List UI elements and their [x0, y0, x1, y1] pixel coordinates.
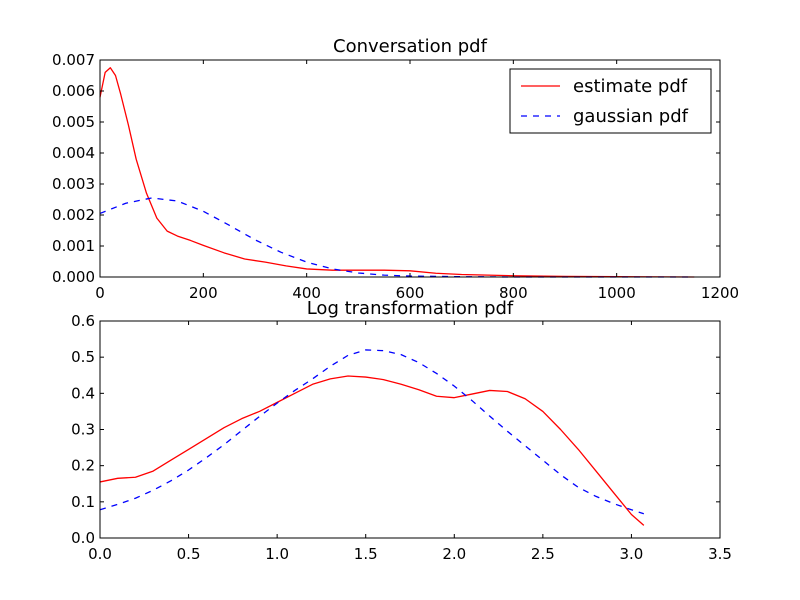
log-transformation-pdf-xtick-label: 3.0: [619, 545, 643, 563]
log-transformation-pdf-gaussian-pdf-line: [99, 349, 645, 515]
conversation-pdf-xtick-label: 800: [499, 284, 528, 302]
conversation-pdf-plot: Conversation pdf 0 200 400 600 800 1000 1200 0.…: [52, 36, 739, 302]
legend-estimate-label: estimate pdf: [573, 76, 688, 97]
log-transformation-pdf-xtick-label: 2.5: [531, 545, 555, 563]
conversation-pdf-ytick-label: 0.004: [52, 144, 95, 162]
conversation-pdf-title: Conversation pdf: [333, 36, 488, 57]
conversation-pdf-xtick-label: 200: [189, 284, 218, 302]
conversation-pdf-ytick-label: 0.002: [52, 206, 95, 224]
log-transformation-pdf-plot: Log transformation pdf 0.0 0.5 1.0 1.5 2.0 2.…: [71, 298, 732, 563]
log-transformation-pdf-ytick-label: 0.6: [71, 312, 95, 330]
conversation-pdf-xtick-label: 1000: [598, 284, 636, 302]
conversation-pdf-ticks: 0 200 400 600 800 1000 1200 0.000 0.001 0.002 0.00…: [52, 51, 739, 302]
log-transformation-pdf-ytick-label: 0.1: [71, 493, 95, 511]
log-transformation-pdf-ytick-label: 0.4: [71, 384, 95, 402]
log-transformation-pdf-estimate-pdf-line: [99, 375, 645, 526]
conversation-pdf-xtick-label: 400: [292, 284, 321, 302]
log-transformation-pdf-ytick-label: 0.5: [71, 348, 95, 366]
conversation-pdf-frame: [99, 59, 721, 278]
conversation-pdf-ytick-label: 0.005: [52, 113, 95, 131]
conversation-pdf-lines: [99, 67, 695, 278]
log-transformation-pdf-xtick-label: 0.0: [88, 545, 112, 563]
legend-gaussian-label: gaussian pdf: [573, 106, 689, 127]
conversation-pdf-xtick-label: 0: [95, 284, 105, 302]
conversation-pdf-ytick-label: 0.006: [52, 82, 95, 100]
conversation-pdf-ytick-label: 0.003: [52, 175, 95, 193]
conversation-pdf-ytick-label: 0.000: [52, 268, 95, 286]
conversation-pdf-xtick-label: 1200: [701, 284, 739, 302]
log-transformation-pdf-lines: [99, 349, 645, 526]
log-transformation-pdf-xtick-label: 1.5: [354, 545, 378, 563]
conversation-pdf-xtick-label: 600: [396, 284, 425, 302]
conversation-pdf-estimate-pdf-line: [99, 67, 695, 278]
log-transformation-pdf-xtick-label: 2.0: [442, 545, 466, 563]
log-transformation-pdf-xtick-label: 1.0: [265, 545, 289, 563]
legend-box: [509, 68, 712, 134]
log-transformation-pdf-ytick-label: 0.0: [71, 529, 95, 547]
log-transformation-pdf-ytick-label: 0.3: [71, 421, 95, 439]
conversation-pdf-gaussian-pdf-line: [99, 197, 695, 278]
legend: estimate pdf gaussian pdf: [509, 68, 712, 134]
log-transformation-pdf-xtick-label: 0.5: [177, 545, 201, 563]
log-transformation-pdf-ytick-label: 0.2: [71, 457, 95, 475]
log-transformation-pdf-frame: [99, 320, 721, 539]
conversation-pdf-ytick-label: 0.001: [52, 237, 95, 255]
log-transformation-pdf-ticks: 0.0 0.5 1.0 1.5 2.0 2.5 3.0 3.5 0.0 0.1 0.2 0.3 0.4 0…: [71, 312, 732, 563]
log-transformation-pdf-xtick-label: 3.5: [708, 545, 732, 563]
log-transformation-pdf-title: Log transformation pdf: [307, 298, 514, 319]
conversation-pdf-ytick-label: 0.007: [52, 51, 95, 69]
